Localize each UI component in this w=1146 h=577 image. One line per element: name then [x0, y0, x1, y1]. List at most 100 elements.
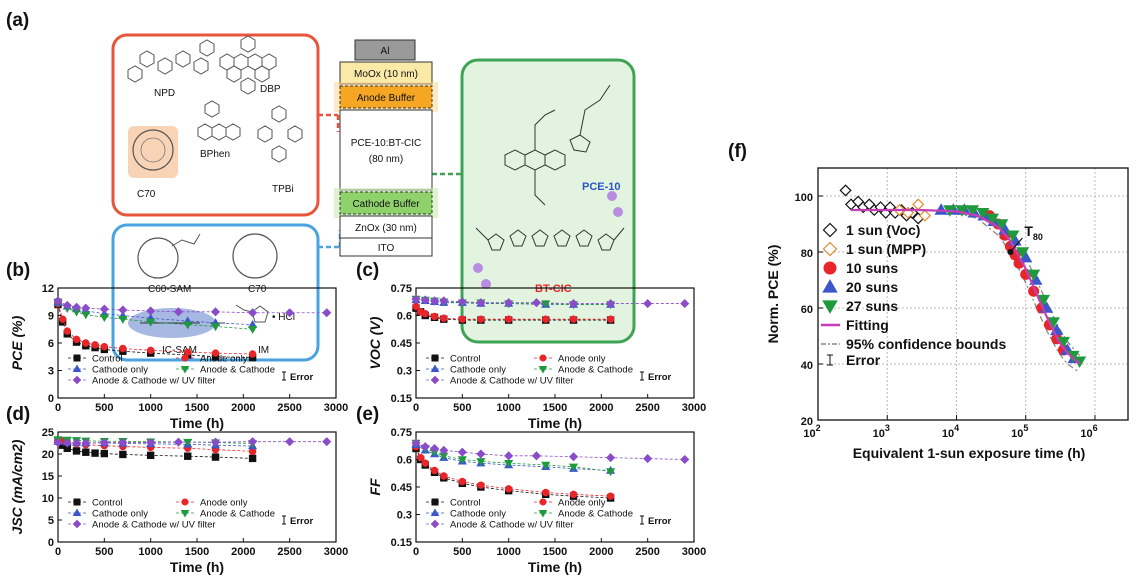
jsc-vs-time-chart: 0 500 1000 1500 2000 2500 3000 0 5 10 15 20 25 Time (…: [9, 427, 348, 575]
c70-cathode-fullerene-icon: [232, 233, 278, 279]
x-tick-label: 2500: [635, 546, 659, 558]
legend-marker-control: [73, 498, 81, 506]
stack-cathode-buffer-label: Cathode Buffer: [352, 199, 420, 210]
stack-cathode-buffer: [339, 191, 433, 215]
point-anode-cathode: [81, 311, 91, 320]
c70-fullerene-inner-icon: [140, 137, 166, 163]
x-tick-label: 3000: [324, 402, 348, 414]
y-tick-label: 0.75: [391, 283, 412, 295]
dbp-label: DBP: [260, 84, 281, 95]
point-anode-cathode-w-uv-filter: [429, 443, 440, 454]
t80-subscript: 80: [1033, 232, 1043, 242]
y-axis-label: PCE (%): [9, 315, 25, 370]
point-anode-cathode-w-uv-filter: [62, 300, 72, 310]
point-27-suns: [995, 219, 1009, 231]
point-anode-cathode: [606, 468, 616, 477]
point-anode-cathode-w-uv-filter: [62, 438, 72, 448]
y-axis-label: VOC (V): [367, 316, 383, 369]
x-tick-label: 2000: [589, 402, 613, 414]
stack-ito-label: ITO: [378, 243, 395, 254]
tpbi-structure-icon: [257, 105, 303, 163]
legend-marker-anode-cathode: [538, 365, 548, 374]
point-anode-cathode-w-uv-filter: [285, 437, 295, 447]
legend-label-20-suns: 20 suns: [846, 279, 898, 295]
legend-label-control: Control: [92, 498, 123, 509]
x-tick-label: 3000: [324, 546, 348, 558]
error-label: Error: [290, 372, 314, 383]
x-tick-label: 1500: [543, 546, 567, 558]
error-label: Error: [290, 516, 314, 527]
btcic-structure-icon: [475, 227, 625, 251]
error-label: Error: [846, 352, 881, 368]
legend-marker-anode-cathode: [180, 509, 190, 518]
x-tick-label: 1500: [543, 402, 567, 414]
legend-marker-control: [73, 354, 81, 362]
point-anode-only: [504, 315, 513, 323]
point-anode-cathode-w-uv-filter: [53, 438, 63, 448]
legend-marker-anode-only: [539, 498, 547, 506]
stack-al: [354, 39, 416, 61]
point-anode-only: [440, 472, 448, 480]
point-anode-cathode-w-uv-filter: [606, 299, 616, 309]
y-tick-label: 20: [42, 449, 54, 461]
y-tick-label: 80: [801, 248, 813, 260]
stack-active-thickness: (80 nm): [369, 154, 403, 165]
x-tick-label: 106: [1080, 423, 1097, 440]
x-tick-label: 104: [942, 423, 959, 440]
legend-marker-anode-only: [181, 498, 189, 506]
stack-active-layer: [339, 109, 433, 191]
btcic-label: BT-CIC: [535, 283, 572, 295]
series-line-cathode-only: [57, 441, 253, 447]
y-tick-label: 0.45: [391, 482, 412, 494]
stack-ito: [339, 237, 433, 257]
y-tick-label: 100: [795, 192, 813, 204]
point-anode-only: [458, 315, 467, 323]
legend-label-cathode-only: Cathode only: [450, 509, 506, 520]
point-anode-cathode-w-uv-filter: [420, 295, 430, 305]
legend-label-cathode-only: Cathode only: [92, 509, 148, 520]
point-anode-only: [504, 485, 513, 493]
x-tick-label: 3000: [682, 402, 706, 414]
point-anode-cathode-w-uv-filter: [420, 442, 430, 452]
stack-moox-label: MoOx (10 nm): [354, 69, 418, 80]
legend-label-10-suns: 10 suns: [846, 260, 898, 276]
legend-marker-anode-cathode: [538, 509, 548, 518]
x-tick-label: 1000: [138, 546, 162, 558]
pce10-label: PCE-10: [582, 181, 621, 193]
x-tick-label: 2000: [589, 546, 613, 558]
x-tick-label: 2500: [277, 546, 301, 558]
point-control: [100, 449, 109, 458]
point-anode-cathode-w-uv-filter: [99, 304, 109, 314]
anode-buffer-molecule-box: [111, 33, 320, 217]
point-27-suns: [965, 205, 980, 217]
point-anode-only: [58, 315, 67, 323]
legend-label-cathode-only: Cathode only: [450, 365, 506, 376]
dbp-structure-icon: [219, 35, 277, 95]
point-control: [91, 449, 99, 457]
point-anode-cathode: [457, 456, 467, 465]
point-anode-cathode-w-uv-filter: [476, 298, 486, 308]
legend-label-anode-only: Anode only: [558, 354, 606, 365]
x-tick-label: 0: [55, 546, 61, 558]
y-tick-label: 40: [801, 360, 813, 372]
npd-label: NPD: [154, 88, 175, 99]
legend-marker-27-suns: [822, 300, 838, 314]
point-anode-cathode: [248, 326, 258, 334]
series-line-anode-cathode-w-uv-filter: [57, 300, 327, 314]
x-axis-label: Time (h): [170, 559, 224, 575]
point-anode-cathode-w-uv-filter: [439, 445, 449, 455]
point-anode-cathode-w-uv-filter: [531, 298, 542, 308]
point-anode-cathode-w-uv-filter: [643, 454, 653, 464]
point-anode-cathode-w-uv-filter: [680, 454, 690, 465]
polymer-structure-box: [460, 58, 636, 344]
x-tick-exponent: 3: [885, 423, 890, 433]
y-tick-label: 15: [42, 471, 54, 483]
point-control: [184, 452, 192, 460]
legend-label-anode-only: Anode only: [200, 498, 248, 509]
point-anode-cathode-w-uv-filter: [146, 306, 156, 316]
im-structure-icon: [235, 304, 269, 323]
point-anode-cathode-w-uv-filter: [210, 437, 221, 447]
series-line-anode-cathode: [57, 439, 253, 444]
point-anode-cathode-w-uv-filter: [146, 438, 156, 448]
